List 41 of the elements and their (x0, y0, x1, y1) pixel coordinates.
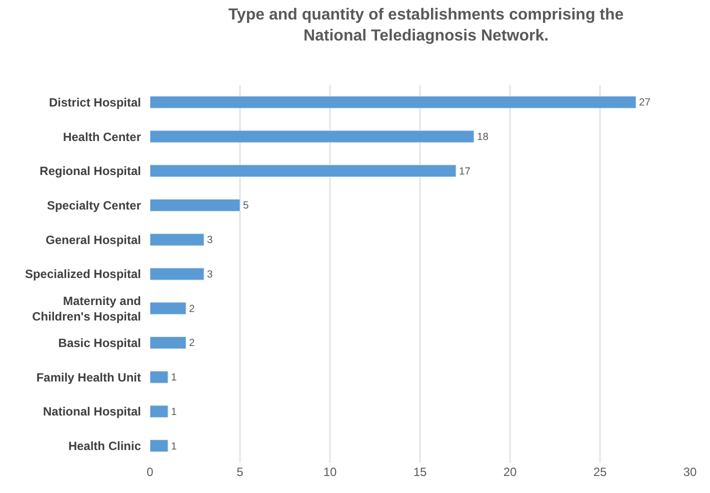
y-tick-label: Regional Hospital (40, 164, 141, 178)
y-tick-label: Maternity and Children's Hospital (32, 294, 141, 324)
bar (150, 96, 636, 108)
data-label: 1 (171, 372, 178, 384)
y-tick-label: District Hospital (48, 95, 141, 110)
bar (150, 233, 204, 246)
y-tick-label: Basic Hospital (58, 336, 141, 350)
x-tick-label: 10 (323, 465, 337, 479)
data-label: 2 (189, 338, 196, 350)
data-label: 18 (477, 132, 489, 143)
data-label: 1 (171, 406, 178, 418)
data-label: 3 (207, 269, 214, 280)
y-tick-label: Family Health Unit (36, 370, 141, 384)
bar (150, 370, 168, 384)
x-tick-label: 30 (683, 465, 697, 479)
bar (150, 130, 474, 143)
y-tick-label: National Hospital (42, 404, 141, 419)
x-tick-label: 20 (503, 465, 517, 479)
data-label: 2 (189, 304, 196, 315)
bar (150, 405, 168, 418)
data-label: 1 (171, 441, 178, 452)
data-label: 5 (243, 200, 250, 212)
bar (150, 302, 186, 315)
bar (150, 268, 204, 280)
x-tick-label: 15 (413, 465, 427, 479)
data-label: 3 (207, 235, 214, 246)
data-label: 27 (639, 98, 651, 109)
bar (150, 440, 168, 452)
y-tick-label: Health Center (62, 130, 142, 144)
bar (150, 336, 186, 349)
bar (150, 199, 240, 212)
data-label: 17 (459, 166, 471, 178)
chart-title: Type and quantity of establishments comprising the National Telediagnosis Network. (228, 6, 624, 45)
x-tick-label: 0 (146, 465, 154, 479)
y-tick-label: Health Clinic (68, 439, 142, 454)
x-tick-label: 5 (236, 465, 244, 479)
y-tick-label: General Hospital (46, 232, 141, 247)
bar (150, 164, 456, 178)
y-tick-label: Specialized Hospital (24, 267, 141, 282)
x-tick-label: 25 (593, 465, 607, 479)
y-tick-label: Specialty Center (46, 198, 142, 212)
